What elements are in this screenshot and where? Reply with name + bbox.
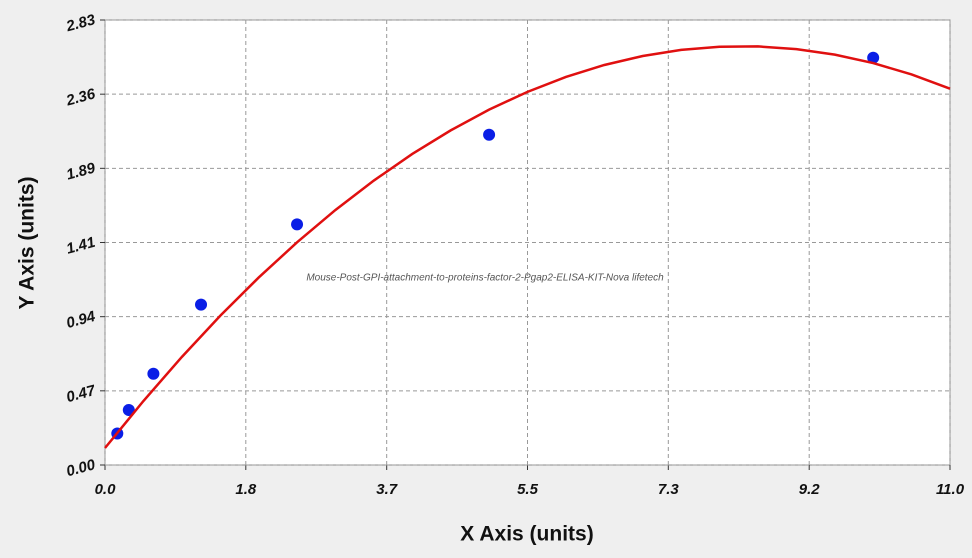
data-point — [122, 403, 135, 416]
x-tick-label: 1.8 — [235, 481, 257, 498]
x-tick-label: 5.5 — [517, 481, 539, 498]
x-tick-label: 11.0 — [936, 481, 965, 498]
data-point — [867, 51, 880, 64]
x-axis-title: X Axis (units) — [460, 523, 593, 546]
x-tick-label: 3.7 — [376, 481, 398, 498]
data-point — [195, 298, 208, 311]
y-axis-title: Y Axis (units) — [16, 176, 39, 309]
x-tick-label: 0.0 — [95, 481, 117, 498]
data-point — [483, 128, 496, 141]
x-tick-label: 7.3 — [658, 481, 680, 498]
data-point — [147, 367, 160, 380]
fit-curve — [104, 45, 951, 449]
annotation: Mouse-Post-GPI-attachment-to-proteins-fa… — [306, 273, 664, 284]
y-tick-label: 1.41 — [64, 234, 97, 258]
x-tick-label: 9.2 — [799, 481, 821, 498]
data-point — [291, 218, 304, 231]
